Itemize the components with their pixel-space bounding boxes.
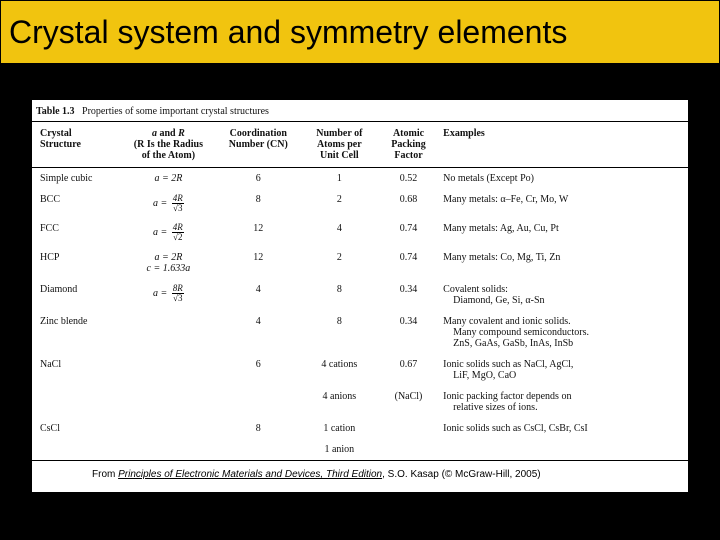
cell-relation: a = 2R (121, 171, 216, 186)
header-apf: Atomic Packing Factor (378, 126, 439, 163)
cell-apf (378, 421, 439, 425)
cell-atoms: 2 (301, 250, 378, 265)
cell-structure: FCC (36, 221, 121, 236)
cell-examples: Ionic solids such as NaCl, AgCl, LiF, Mg… (439, 357, 684, 383)
cell-examples: Covalent solids: Diamond, Ge, Si, α-Sn (439, 282, 684, 308)
cell-examples: Many metals: Co, Mg, Ti, Zn (439, 250, 684, 265)
cell-examples (439, 442, 684, 446)
cell-structure: HCP (36, 250, 121, 265)
cell-examples: Many metals: α–Fe, Cr, Mo, W (439, 192, 684, 207)
cell-structure: Zinc blende (36, 314, 121, 329)
cell-relation: a = 4R√3 (121, 192, 216, 215)
table-row: Zinc blende 480.34Many covalent and ionic… (32, 311, 688, 354)
source-book: Principles of Electronic Materials and D… (118, 469, 382, 480)
cell-examples: Many covalent and ionic solids. Many com… (439, 314, 684, 351)
header-atoms: Number of Atoms per Unit Cell (301, 126, 378, 163)
table-row: NaCl 64 cations0.67Ionic solids such as N… (32, 354, 688, 386)
cell-apf: (NaCl) (378, 389, 439, 404)
cell-apf: 0.67 (378, 357, 439, 372)
cell-cn: 8 (216, 192, 301, 207)
cell-examples: No metals (Except Po) (439, 171, 684, 186)
table-row: CsCl 81 cation Ionic solids such as CsCl, … (32, 418, 688, 439)
caption-text: Properties of some important crystal str… (82, 106, 269, 117)
cell-cn: 6 (216, 171, 301, 186)
cell-cn: 4 (216, 314, 301, 329)
cell-apf: 0.74 (378, 250, 439, 265)
title-bar: Crystal system and symmetry elements (0, 0, 720, 64)
header-a-r: a and R (R Is the Radius of the Atom) (121, 126, 216, 163)
table-row: 1 anion (32, 439, 688, 460)
cell-structure: Diamond (36, 282, 121, 297)
cell-cn (216, 442, 301, 446)
source-citation: From Principles of Electronic Materials … (92, 469, 541, 480)
cell-cn: 12 (216, 250, 301, 265)
cell-relation (121, 421, 216, 425)
cell-relation: a = 2Rc = 1.633a (121, 250, 216, 276)
cell-atoms: 1 (301, 171, 378, 186)
cell-examples: Ionic packing factor depends on relative… (439, 389, 684, 415)
cell-structure: Simple cubic (36, 171, 121, 186)
table-area: Table 1.3 Properties of some important c… (32, 100, 688, 492)
cell-cn: 6 (216, 357, 301, 372)
cell-structure (36, 389, 121, 393)
table-headers: Crystal Structure a and R (R Is the Radi… (32, 122, 688, 167)
table-rows: Simple cubica = 2R610.52No metals (Excep… (32, 168, 688, 460)
header-structure: Crystal Structure (36, 126, 121, 163)
cell-apf (378, 442, 439, 446)
source-prefix: From (92, 469, 118, 480)
cell-examples: Many metals: Ag, Au, Cu, Pt (439, 221, 684, 236)
table-row: FCCa = 4R√21240.74Many metals: Ag, Au, C… (32, 218, 688, 247)
table-caption: Table 1.3 Properties of some important c… (32, 100, 688, 121)
table-row: BCCa = 4R√3820.68Many metals: α–Fe, Cr, … (32, 189, 688, 218)
slide: Crystal system and symmetry elements Tab… (0, 0, 720, 540)
source-suffix: , S.O. Kasap (© McGraw-Hill, 2005) (382, 469, 541, 480)
cell-cn (216, 389, 301, 393)
cell-relation (121, 389, 216, 393)
table-row: Simple cubica = 2R610.52No metals (Excep… (32, 168, 688, 189)
cell-relation (121, 314, 216, 318)
cell-structure (36, 442, 121, 446)
cell-structure: BCC (36, 192, 121, 207)
caption-label: Table 1.3 (36, 106, 75, 117)
header-examples: Examples (439, 126, 684, 163)
cell-relation (121, 357, 216, 361)
cell-relation: a = 8R√3 (121, 282, 216, 305)
table-row: 4 anions(NaCl)Ionic packing factor depen… (32, 386, 688, 418)
cell-atoms: 1 cation (301, 421, 378, 436)
cell-cn: 12 (216, 221, 301, 236)
cell-atoms: 2 (301, 192, 378, 207)
cell-cn: 4 (216, 282, 301, 297)
cell-examples: Ionic solids such as CsCl, CsBr, CsI (439, 421, 684, 436)
cell-structure: CsCl (36, 421, 121, 436)
cell-atoms: 4 (301, 221, 378, 236)
cell-relation (121, 442, 216, 446)
cell-atoms: 8 (301, 314, 378, 329)
cell-atoms: 1 anion (301, 442, 378, 457)
table: Table 1.3 Properties of some important c… (32, 100, 688, 461)
cell-atoms: 4 anions (301, 389, 378, 404)
cell-relation: a = 4R√2 (121, 221, 216, 244)
cell-apf: 0.34 (378, 282, 439, 297)
cell-atoms: 4 cations (301, 357, 378, 372)
cell-apf: 0.34 (378, 314, 439, 329)
rule-bottom (32, 460, 688, 461)
cell-apf: 0.68 (378, 192, 439, 207)
table-row: Diamonda = 8R√3480.34Covalent solids: Di… (32, 279, 688, 311)
cell-apf: 0.52 (378, 171, 439, 186)
cell-atoms: 8 (301, 282, 378, 297)
header-cn: Coordination Number (CN) (216, 126, 301, 163)
table-row: HCPa = 2Rc = 1.633a1220.74Many metals: C… (32, 247, 688, 279)
cell-structure: NaCl (36, 357, 121, 372)
cell-apf: 0.74 (378, 221, 439, 236)
title-text: Crystal system and symmetry elements (9, 14, 567, 51)
cell-cn: 8 (216, 421, 301, 436)
